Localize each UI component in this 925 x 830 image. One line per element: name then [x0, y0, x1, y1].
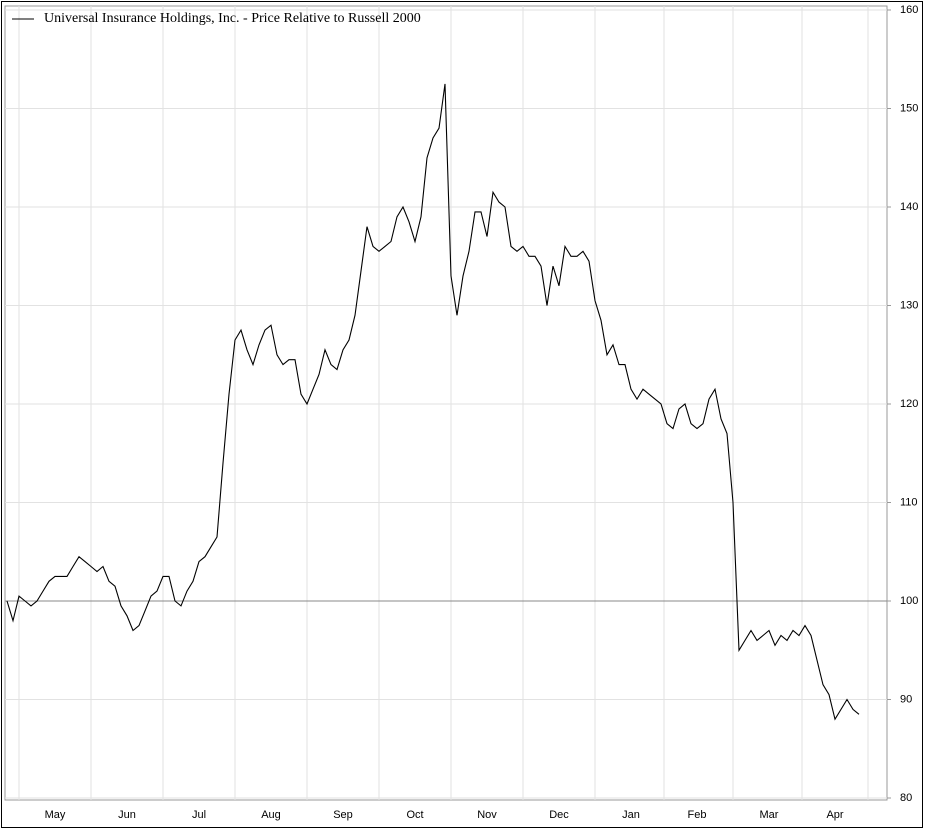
- x-tick-label: May: [45, 809, 66, 821]
- x-tick-label: Jan: [622, 809, 640, 821]
- x-tick-label: Apr: [826, 809, 843, 821]
- y-tick-label: 150: [900, 102, 918, 114]
- y-tick-label: 110: [900, 496, 918, 508]
- x-tick-label: Sep: [333, 809, 353, 821]
- x-tick-label: Jun: [118, 809, 136, 821]
- plot-area: [4, 5, 888, 801]
- y-tick-label: 140: [900, 201, 918, 213]
- x-tick-label: Feb: [688, 809, 707, 821]
- y-tick-label: 160: [900, 4, 918, 16]
- x-tick-label: Oct: [406, 809, 423, 821]
- x-tick-label: Dec: [549, 809, 569, 821]
- y-tick-label: 120: [900, 398, 918, 410]
- x-tick-label: Aug: [261, 809, 281, 821]
- y-tick-label: 90: [900, 693, 912, 705]
- x-tick-label: Nov: [477, 809, 497, 821]
- price-line: [6, 83, 860, 721]
- x-tick-label: Jul: [192, 809, 206, 821]
- legend-label: Universal Insurance Holdings, Inc. - Pri…: [44, 11, 421, 26]
- y-tick-label: 80: [900, 792, 912, 804]
- y-tick-label: 130: [900, 299, 918, 311]
- y-tick-label: 100: [900, 595, 918, 607]
- x-tick-label: Mar: [760, 809, 779, 821]
